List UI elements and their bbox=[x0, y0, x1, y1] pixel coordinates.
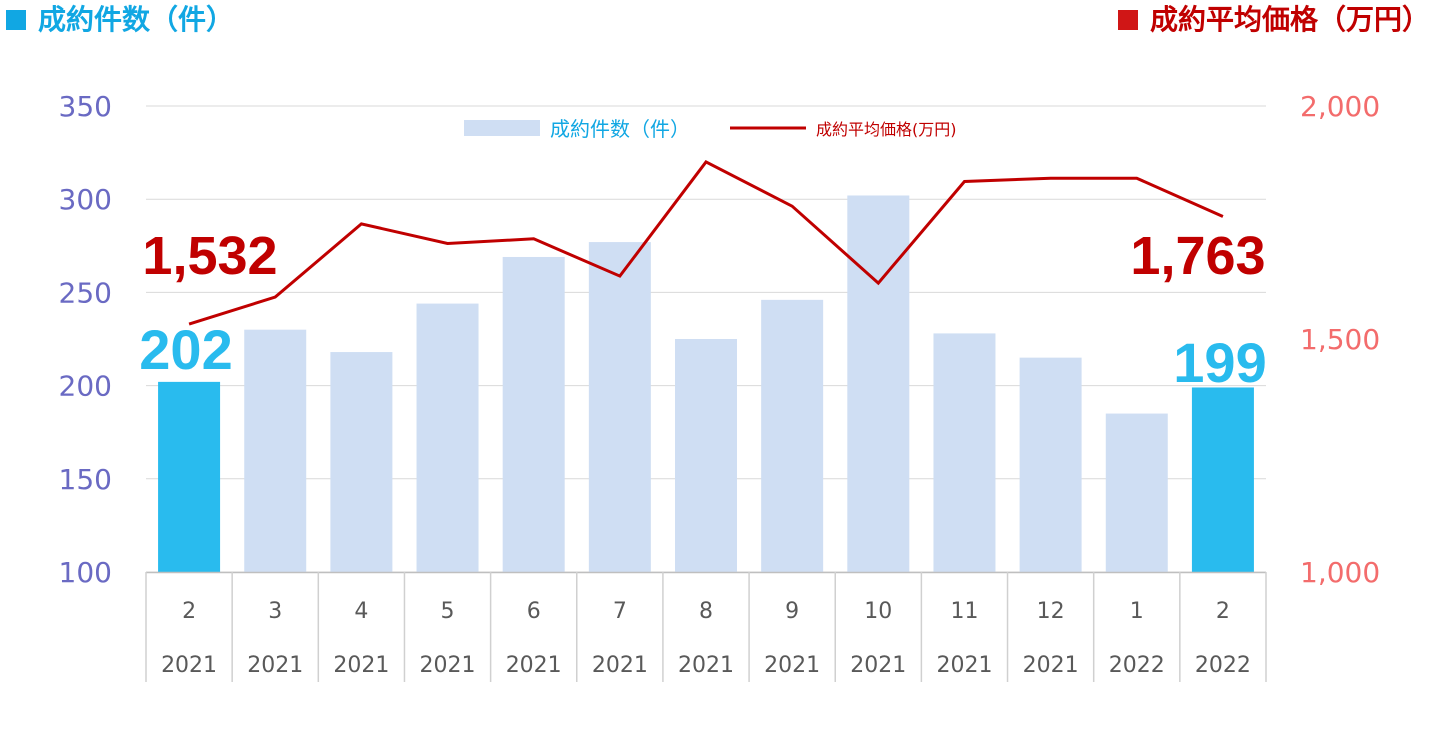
x-tick-year: 2021 bbox=[1023, 653, 1079, 678]
bar bbox=[761, 299, 824, 572]
legend-bar-swatch bbox=[464, 120, 540, 136]
x-tick-month: 5 bbox=[441, 599, 455, 624]
y-left-tick-label: 250 bbox=[59, 276, 112, 309]
bar bbox=[158, 381, 221, 572]
x-tick-month: 10 bbox=[864, 599, 892, 624]
x-tick-year: 2021 bbox=[161, 653, 217, 678]
bar bbox=[1105, 413, 1168, 572]
bar-start-label: 202 bbox=[139, 318, 232, 381]
bar bbox=[502, 256, 565, 572]
left-axis-ticks: 100 150 200 250 300 350 bbox=[59, 90, 112, 589]
x-tick-month: 7 bbox=[613, 599, 627, 624]
red-square-icon bbox=[1117, 10, 1138, 30]
x-tick-year: 2021 bbox=[506, 653, 562, 678]
x-tick-year: 2021 bbox=[333, 653, 389, 678]
x-tick-month: 4 bbox=[354, 599, 368, 624]
bar bbox=[244, 329, 307, 572]
legend-line-label: 成約平均価格(万円) bbox=[816, 120, 957, 139]
bar-end-label: 199 bbox=[1173, 331, 1266, 394]
price-line bbox=[188, 160, 1224, 326]
bar bbox=[1191, 387, 1254, 572]
series-line bbox=[188, 160, 1224, 326]
x-tick-month: 11 bbox=[950, 599, 978, 624]
x-tick-month: 9 bbox=[785, 599, 799, 624]
x-axis-table: 2 2021 3 2021 4 2021 5 2021 6 2021 7 2021 8 2021 9 2021… bbox=[145, 571, 1267, 682]
bar bbox=[1019, 357, 1082, 572]
x-tick-year: 2021 bbox=[850, 653, 906, 678]
x-tick-month: 12 bbox=[1037, 599, 1065, 624]
blue-square-icon bbox=[6, 10, 26, 30]
x-tick-year: 2021 bbox=[678, 653, 734, 678]
x-tick-year: 2021 bbox=[764, 653, 820, 678]
y-left-tick-label: 100 bbox=[59, 556, 112, 589]
x-tick-year: 2021 bbox=[247, 653, 303, 678]
line-end-label: 1,763 bbox=[1130, 226, 1265, 286]
x-tick-year: 2021 bbox=[420, 653, 476, 678]
x-tick-month: 1 bbox=[1130, 599, 1144, 624]
legend: 成約件数（件） 成約平均価格(万円) bbox=[464, 117, 957, 141]
bar bbox=[933, 333, 996, 572]
y-right-tick-label: 2,000 bbox=[1300, 90, 1380, 123]
x-tick-year: 2022 bbox=[1109, 653, 1165, 678]
y-left-tick-label: 200 bbox=[59, 370, 112, 403]
bar bbox=[847, 195, 910, 573]
x-tick-year: 2021 bbox=[936, 653, 992, 678]
y-left-tick-label: 300 bbox=[59, 183, 112, 216]
left-title-text: 成約件数（件） bbox=[38, 3, 235, 36]
line-start-label: 1,532 bbox=[142, 226, 277, 286]
bars bbox=[158, 195, 1254, 573]
x-tick-month: 8 bbox=[699, 599, 713, 624]
x-tick-year: 2022 bbox=[1195, 653, 1251, 678]
bar bbox=[416, 303, 479, 572]
y-right-tick-label: 1,500 bbox=[1300, 323, 1380, 356]
bar bbox=[330, 352, 393, 572]
x-tick-month: 6 bbox=[527, 599, 541, 624]
x-tick-year: 2021 bbox=[592, 653, 648, 678]
bar bbox=[588, 242, 651, 572]
left-axis-title: 成約件数（件） bbox=[6, 0, 234, 40]
right-title-text: 成約平均価格（万円） bbox=[1149, 3, 1430, 36]
annotations: 1,532 1,763 202 199 bbox=[139, 226, 1266, 394]
y-left-tick-label: 150 bbox=[59, 463, 112, 496]
x-tick-month: 2 bbox=[1216, 599, 1230, 624]
y-right-tick-label: 1,000 bbox=[1300, 556, 1380, 589]
right-axis-ticks: 1,000 1,500 2,000 bbox=[1300, 90, 1380, 589]
y-left-tick-label: 350 bbox=[59, 90, 112, 123]
x-tick-month: 2 bbox=[182, 599, 196, 624]
legend-bar-label: 成約件数（件） bbox=[550, 117, 690, 141]
x-tick-month: 3 bbox=[268, 599, 282, 624]
bar bbox=[675, 339, 737, 572]
right-axis-title: 成約平均価格（万円） bbox=[1117, 0, 1430, 40]
